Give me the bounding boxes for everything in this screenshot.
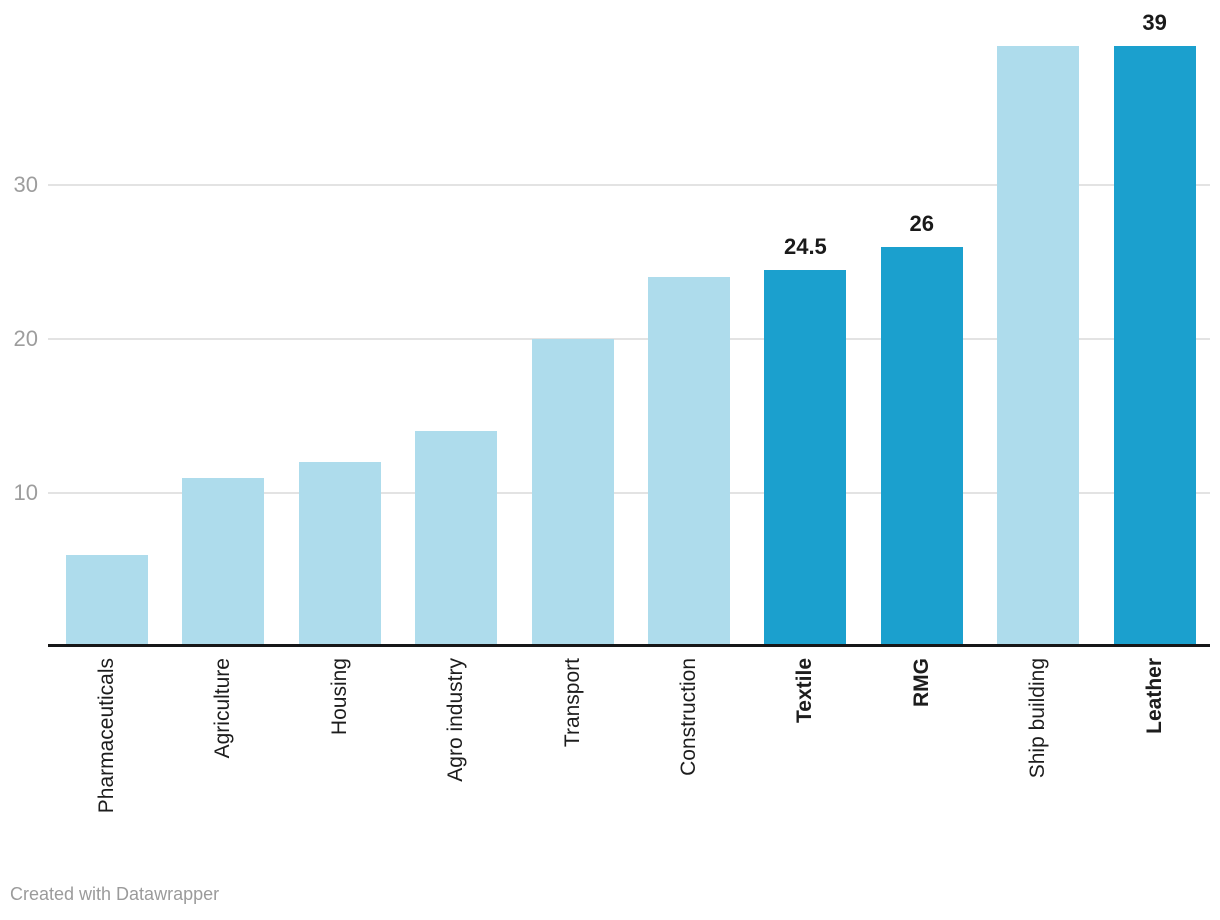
- x-axis-category-text: Pharmaceuticals: [95, 658, 118, 814]
- bar-textile[interactable]: [764, 269, 847, 647]
- gridline: [48, 492, 1210, 494]
- bar-ship-building[interactable]: [997, 46, 1080, 647]
- datawrapper-attribution-link[interactable]: Created with Datawrapper: [10, 884, 220, 904]
- x-axis-category-text: Agro industry: [444, 658, 468, 782]
- bar-agro-industry[interactable]: [415, 431, 498, 647]
- x-axis-category-text: Leather: [1142, 658, 1166, 734]
- x-axis-category-label-ship-building: Ship building: [997, 658, 1079, 873]
- bar-agriculture[interactable]: [182, 477, 265, 647]
- bar-transport[interactable]: [531, 339, 614, 647]
- x-axis-category-label-textile: Textile: [764, 658, 846, 873]
- x-axis-category-label-pharmaceuticals: Pharmaceuticals: [66, 658, 148, 873]
- y-axis-tick-label: 20: [13, 326, 38, 351]
- gridline: [48, 338, 1210, 340]
- x-axis-category-label-transport: Transport: [532, 658, 614, 873]
- x-axis-category-label-construction: Construction: [648, 658, 730, 873]
- x-axis-category-text: Construction: [677, 658, 700, 776]
- x-axis-category-text: Ship building: [1026, 658, 1050, 779]
- bar-leather[interactable]: [1113, 46, 1196, 647]
- y-axis-tick-label: 10: [13, 480, 38, 505]
- x-axis-category-label-agriculture: Agriculture: [182, 658, 264, 873]
- value-label-rmg: 26: [909, 210, 935, 236]
- bar-construction[interactable]: [648, 277, 730, 647]
- bar-housing[interactable]: [298, 462, 381, 647]
- x-axis-category-text: Housing: [327, 658, 351, 736]
- value-label-textile: 24.5: [783, 233, 827, 259]
- x-axis-category-text: Textile: [793, 658, 817, 723]
- x-axis-category-label-agro-industry: Agro industry: [415, 658, 497, 873]
- bar-rmg[interactable]: [880, 246, 963, 647]
- x-axis-line: [48, 644, 1210, 647]
- x-axis-category-text: RMG: [909, 658, 933, 707]
- x-axis-category-label-housing: Housing: [299, 658, 381, 873]
- x-axis-category-label-rmg: RMG: [881, 658, 963, 873]
- x-axis-category-text: Transport: [560, 658, 584, 748]
- gridline: [48, 184, 1210, 186]
- x-axis-category-label-leather: Leather: [1114, 658, 1196, 873]
- x-axis-category-text: Agriculture: [211, 658, 235, 759]
- bar-pharmaceuticals[interactable]: [66, 554, 148, 647]
- value-label-leather: 39: [1142, 10, 1167, 36]
- y-axis-tick-label: 30: [13, 172, 38, 197]
